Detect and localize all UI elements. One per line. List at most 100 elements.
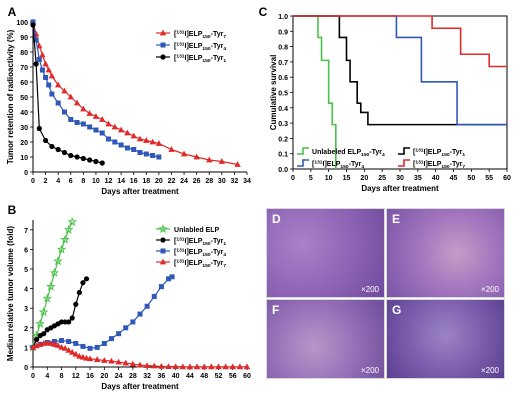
data-point [67, 216, 78, 227]
data-point [93, 127, 99, 133]
data-point [47, 340, 55, 346]
legend-marker [160, 42, 166, 48]
data-point [69, 315, 75, 321]
legend-label: [131I]ELP150-Tyr7 [174, 30, 226, 40]
data-point [236, 363, 244, 370]
series-line [293, 15, 507, 68]
data-point [56, 244, 67, 254]
data-point [136, 135, 144, 142]
x-tick-label: 20 [155, 178, 163, 185]
y-tick-label: 0.9 [278, 29, 288, 36]
data-point [33, 336, 40, 343]
y-tick-label: 80 [20, 50, 28, 57]
data-point [86, 110, 93, 116]
panel-letter: F [272, 303, 280, 317]
data-point [60, 234, 70, 244]
histology-panel-e: E ×200 [386, 208, 505, 298]
data-point [73, 99, 81, 106]
magnification-label: ×200 [480, 285, 499, 294]
data-point [55, 146, 61, 153]
x-tick-label: 48 [200, 373, 208, 380]
data-point [59, 338, 65, 344]
data-point [80, 280, 86, 286]
histology-panel-g: G ×200 [386, 299, 505, 379]
legend-marker [159, 29, 167, 36]
data-point [169, 274, 175, 280]
series-line [32, 276, 173, 349]
y-tick-label: 30 [20, 125, 28, 132]
data-point [156, 154, 162, 160]
data-point [234, 161, 241, 167]
y-axis-label: Cumulative survival [269, 55, 278, 131]
data-point [123, 325, 129, 331]
data-point [72, 350, 79, 357]
data-point [38, 307, 49, 317]
panel-letter-b: B [8, 203, 17, 217]
data-point [101, 340, 107, 346]
legend-marker [160, 54, 166, 60]
legend-marker [160, 248, 166, 254]
x-axis-label: Days after treatment [101, 382, 179, 391]
magnification-label: ×200 [360, 285, 379, 294]
x-tick-label: 8 [81, 178, 85, 185]
data-point [131, 147, 137, 152]
data-point [76, 352, 83, 359]
x-tick-label: 15 [343, 175, 351, 182]
y-tick-label: 1 [24, 345, 28, 352]
data-point [80, 343, 86, 349]
panel-letter-c: C [259, 5, 268, 19]
x-tick-label: 16 [86, 373, 94, 380]
x-tick-label: 44 [186, 373, 194, 380]
x-tick-label: 10 [92, 178, 100, 185]
data-point [101, 357, 108, 363]
data-point [43, 75, 49, 80]
data-point [36, 125, 42, 132]
legend-label: [131I]ELP150-Tyr1 [413, 148, 465, 158]
x-tick-label: 25 [378, 175, 386, 182]
x-tick-label: 2 [44, 178, 48, 185]
legend-label: Unlabeled ELP150-Tyr4 [312, 149, 385, 158]
y-tick-label: 0.4 [278, 106, 288, 113]
data-point [155, 140, 163, 146]
data-point [58, 319, 65, 325]
data-point [218, 158, 226, 164]
y-axis-label: Median relative tumor volume (fold) [6, 226, 15, 361]
y-tick-label: 4 [24, 287, 28, 294]
y-tick-label: 0.7 [278, 60, 288, 67]
y-tick-label: 20 [20, 140, 28, 147]
panel-letter: G [392, 303, 402, 317]
data-point [30, 19, 36, 25]
x-tick-label: 35 [414, 175, 422, 182]
data-point [42, 137, 49, 144]
data-point [93, 158, 99, 165]
y-tick-label: 70 [20, 65, 28, 72]
data-point [144, 303, 150, 309]
data-point [80, 121, 86, 127]
x-tick-label: 60 [503, 175, 511, 182]
data-point [49, 91, 55, 97]
x-tick-label: 45 [450, 175, 458, 182]
data-point [80, 155, 86, 162]
legend-marker [158, 223, 168, 234]
data-point [87, 124, 93, 130]
x-tick-label: 5 [309, 175, 313, 182]
data-point [229, 363, 236, 370]
x-tick-label: 16 [130, 178, 138, 185]
data-point [208, 363, 215, 370]
x-tick-label: 40 [172, 373, 180, 380]
legend-label: [131I]ELP150-Tyr4 [312, 160, 364, 170]
data-point [68, 152, 74, 159]
x-tick-label: 4 [56, 178, 60, 185]
x-tick-label: 14 [117, 178, 125, 185]
x-tick-label: 0 [291, 175, 295, 182]
legend-label: [131I]ELP150-Tyr4 [174, 42, 226, 52]
data-point [51, 341, 58, 347]
y-tick-label: 50 [20, 95, 28, 102]
data-point [94, 344, 100, 350]
data-point [49, 143, 55, 150]
x-tick-label: 36 [158, 373, 166, 380]
y-tick-label: 5 [24, 267, 28, 274]
legend-step-symbol [297, 147, 309, 155]
